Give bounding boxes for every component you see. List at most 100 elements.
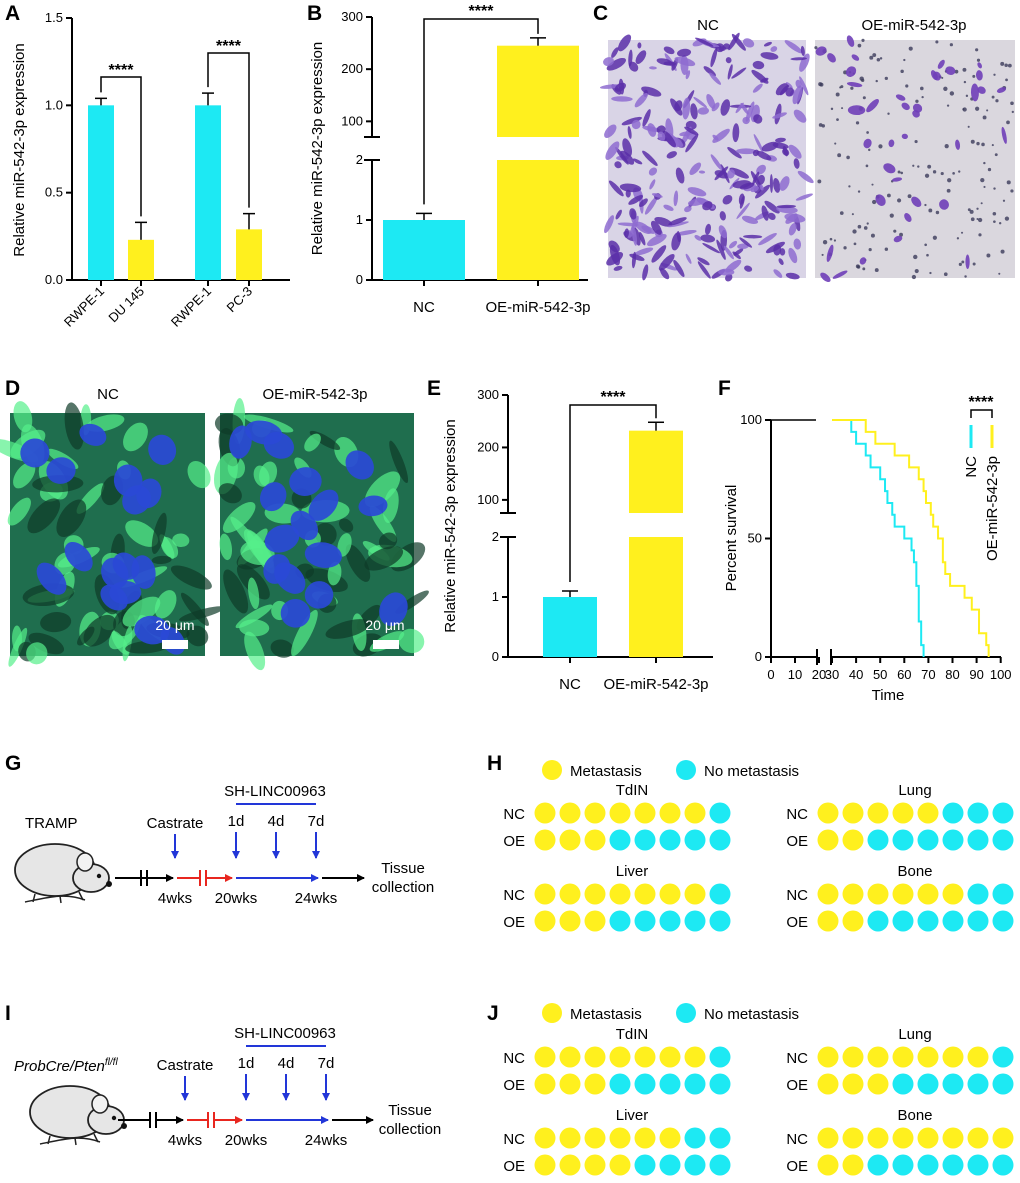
transwell-pore-oe <box>900 171 904 175</box>
transwell-cell-nc <box>685 253 692 264</box>
group-title-h-2: Lung <box>898 782 931 799</box>
transwell-pore-oe <box>975 106 980 111</box>
transwell-cell-oe <box>866 99 879 113</box>
cytoskeleton-patch <box>27 498 61 534</box>
transwell-cell-nc <box>740 102 749 115</box>
y-tick-label-b: 200 <box>341 61 363 76</box>
panel-d-images: NC OE-miR-542-3p 20 μm 20 μm <box>0 386 429 671</box>
y-tick-label-e: 100 <box>477 492 499 507</box>
transwell-pore-oe <box>830 107 834 111</box>
transwell-cell-nc <box>687 198 706 206</box>
metastasis-dot-h <box>559 802 581 824</box>
transwell-cell-oe <box>827 53 836 63</box>
transwell-pore-oe <box>964 275 967 278</box>
transwell-cell-nc <box>773 244 782 256</box>
cytoskeleton-patch <box>398 628 425 654</box>
bar-b-1 <box>383 220 465 280</box>
nucleus <box>245 420 283 445</box>
transwell-pore-oe <box>872 199 877 205</box>
bar-e-2-upper <box>629 430 683 513</box>
row-label-j: OE <box>503 1077 525 1094</box>
transwell-pore-oe <box>983 161 986 165</box>
metastasis-dot-j <box>634 1046 656 1068</box>
x-tick-label-f: 40 <box>849 667 863 682</box>
transwell-pore-oe <box>975 48 979 52</box>
y-tick-label-e: 200 <box>477 439 499 454</box>
transwell-cell-oe <box>939 199 949 210</box>
transwell-pore-oe <box>903 58 906 62</box>
y-tick-label-b: 0 <box>356 272 363 287</box>
transwell-cell-nc <box>761 141 779 152</box>
transwell-cell-nc <box>709 72 722 85</box>
cytoskeleton-patch <box>122 626 133 662</box>
week-label-g-1: 4wks <box>158 890 192 907</box>
transwell-cell-nc <box>752 149 760 157</box>
cytoskeleton-patch <box>13 462 36 489</box>
panel-h-legend: Metastasis No metastasis <box>542 760 799 780</box>
transwell-pore-oe <box>1006 120 1010 125</box>
cytoskeleton-patch <box>83 614 117 647</box>
transwell-cell-nc <box>662 130 676 148</box>
metastasis-dot-h <box>609 883 631 905</box>
transwell-cell-nc <box>697 257 710 266</box>
transwell-pore-oe <box>924 173 930 178</box>
legend-dot-no-metastasis-h <box>676 760 696 780</box>
transwell-cell-nc <box>752 60 765 70</box>
transwell-cell-nc <box>773 177 781 193</box>
no-metastasis-dot-j <box>942 1154 964 1176</box>
transwell-cell-nc <box>793 109 807 123</box>
transwell-cell-oe <box>875 194 886 206</box>
metastasis-dot-h <box>842 910 864 932</box>
transwell-pore-oe <box>915 99 919 103</box>
panel-c-images: NC OE-miR-542-3p <box>599 17 1015 283</box>
row-label-h: NC <box>503 806 525 823</box>
transwell-pore-oe <box>970 139 975 144</box>
metastasis-dot-h <box>584 910 606 932</box>
metastasis-dot-j <box>892 1046 914 1068</box>
transwell-cell-nc <box>757 174 765 185</box>
metastasis-dot-h <box>842 883 864 905</box>
transwell-pore-oe <box>861 78 865 83</box>
cytoskeleton-patch <box>244 631 266 671</box>
transwell-cell-nc <box>634 221 652 235</box>
transwell-pore-oe <box>897 170 901 174</box>
chart-b: 0 1 2 100 200 300 Relative miR-542-3p expressi… <box>309 3 591 316</box>
cytoskeleton-patch <box>364 546 404 571</box>
row-label-j: NC <box>503 1131 525 1148</box>
transwell-cell-nc <box>793 238 802 250</box>
x-tick-label-f: 60 <box>897 667 911 682</box>
panel-c-nc-label: NC <box>697 17 719 34</box>
metastasis-dot-j <box>917 1046 939 1068</box>
no-metastasis-dot-h <box>942 910 964 932</box>
significance-label-b: **** <box>469 3 495 20</box>
cytoskeleton-patch <box>291 609 318 657</box>
no-metastasis-dot-j <box>967 1073 989 1095</box>
transwell-pore-oe <box>943 272 948 277</box>
y-tick-label-a: 0.0 <box>45 272 63 287</box>
transwell-cell-nc <box>744 265 753 272</box>
transwell-cell-nc <box>695 37 714 47</box>
cytoskeleton-patch <box>159 534 175 560</box>
cytoskeleton-patch <box>125 520 159 547</box>
x-tick-label-a-4: PC-3 <box>224 284 256 316</box>
transwell-cell-oe <box>883 163 896 174</box>
panel-label-c: C <box>593 2 608 25</box>
survival-curve-f-1 <box>832 419 925 657</box>
transwell-cell-nc <box>705 223 712 235</box>
metastasis-dot-h <box>684 802 706 824</box>
no-metastasis-dot-h <box>967 910 989 932</box>
x-tick-label-b-2: OE-miR-542-3p <box>485 299 590 316</box>
y-tick-label-a: 1.5 <box>45 10 63 25</box>
no-metastasis-dot-j <box>659 1073 681 1095</box>
transwell-pore-oe <box>947 178 952 183</box>
transwell-pore-oe <box>963 80 967 84</box>
no-metastasis-dot-j <box>684 1127 706 1149</box>
no-metastasis-dot-h <box>992 802 1014 824</box>
row-label-j: NC <box>786 1050 808 1067</box>
x-tick-label-b-1: NC <box>413 299 435 316</box>
metastasis-dot-j <box>609 1127 631 1149</box>
transwell-cell-nc <box>668 217 687 226</box>
transwell-cell-nc <box>732 123 740 143</box>
transwell-pore-oe <box>900 69 904 74</box>
x-tick-label-a-1: RWPE-1 <box>61 284 107 330</box>
